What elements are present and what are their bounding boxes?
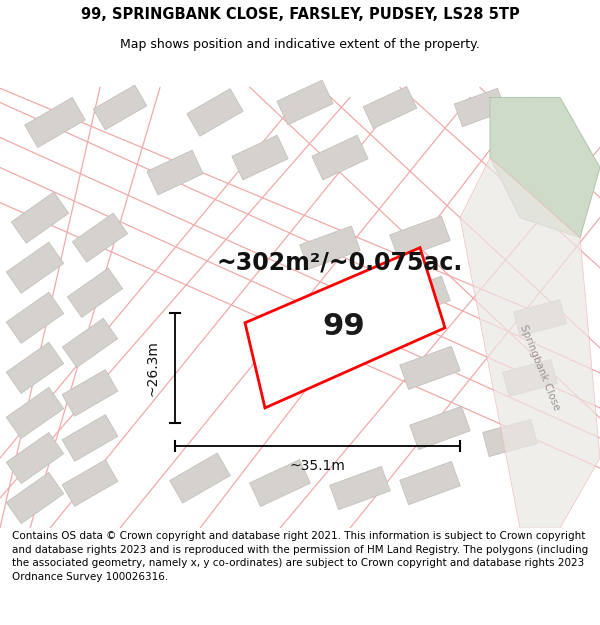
Bar xyxy=(482,419,538,456)
Polygon shape xyxy=(245,248,445,408)
Bar xyxy=(300,226,360,269)
Bar xyxy=(312,135,368,180)
Text: ~26.3m: ~26.3m xyxy=(146,340,160,396)
Bar xyxy=(67,268,122,318)
Bar xyxy=(400,346,460,389)
Text: Springbank Close: Springbank Close xyxy=(518,324,562,412)
Polygon shape xyxy=(490,98,600,238)
Text: ~35.1m: ~35.1m xyxy=(290,459,346,473)
Bar xyxy=(390,216,450,259)
Bar xyxy=(250,459,310,506)
Bar xyxy=(390,276,450,319)
Text: ~302m²/~0.075ac.: ~302m²/~0.075ac. xyxy=(217,251,463,275)
Bar xyxy=(330,466,390,510)
Bar xyxy=(6,242,64,293)
Bar xyxy=(6,432,64,484)
Bar xyxy=(25,98,85,148)
Bar xyxy=(11,192,69,243)
Bar xyxy=(62,369,118,416)
Bar xyxy=(187,89,243,136)
Bar xyxy=(232,135,288,180)
Bar xyxy=(6,472,64,524)
Bar xyxy=(6,342,64,394)
Bar xyxy=(147,150,203,195)
Text: Contains OS data © Crown copyright and database right 2021. This information is : Contains OS data © Crown copyright and d… xyxy=(12,531,588,582)
Bar xyxy=(62,318,118,368)
Bar xyxy=(410,406,470,449)
Text: Map shows position and indicative extent of the property.: Map shows position and indicative extent… xyxy=(120,38,480,51)
Text: 99, SPRINGBANK CLOSE, FARSLEY, PUDSEY, LS28 5TP: 99, SPRINGBANK CLOSE, FARSLEY, PUDSEY, L… xyxy=(80,8,520,22)
Bar xyxy=(514,299,566,336)
Bar xyxy=(62,414,118,461)
Bar xyxy=(170,453,230,503)
Bar xyxy=(6,292,64,343)
Bar xyxy=(363,86,417,129)
Bar xyxy=(62,460,118,506)
Bar xyxy=(73,213,128,262)
Bar xyxy=(454,88,506,127)
Bar xyxy=(93,85,147,130)
Polygon shape xyxy=(460,158,600,528)
Bar xyxy=(503,359,557,396)
Bar xyxy=(277,80,333,125)
Text: 99: 99 xyxy=(322,312,365,341)
Bar xyxy=(6,388,64,439)
Bar xyxy=(400,461,460,505)
